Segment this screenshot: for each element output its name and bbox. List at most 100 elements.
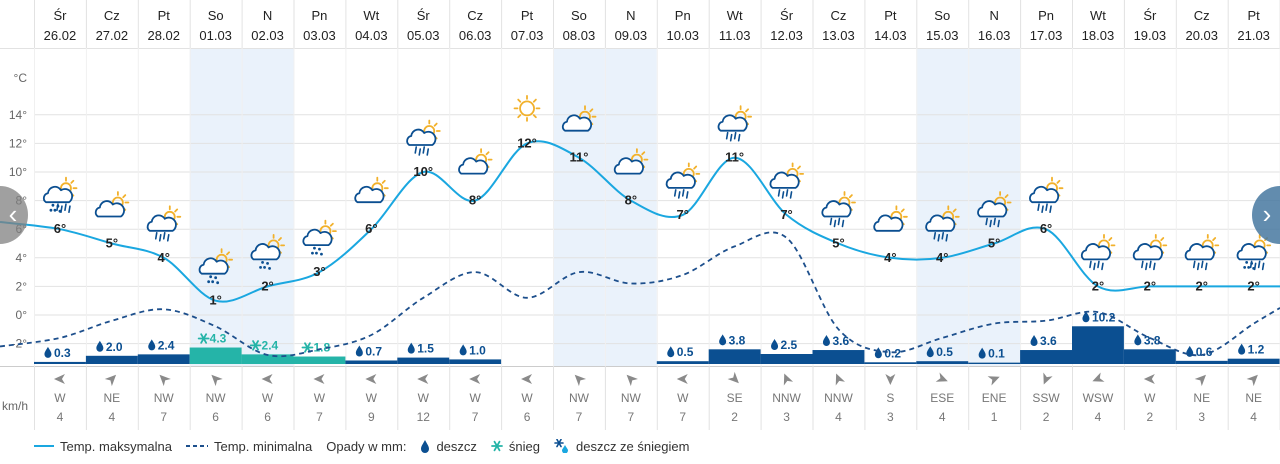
precip-bar: [968, 362, 1021, 364]
precip-value: 0.5: [936, 345, 953, 359]
day-name: Pt: [521, 8, 534, 23]
day-name: Pt: [884, 8, 897, 23]
wind-direction-arrow-icon: [313, 374, 325, 384]
weather-sun-cloud-icon: [94, 191, 130, 218]
y-tick-label: 12°: [9, 136, 27, 150]
snowflake-icon: [491, 440, 503, 452]
wind-speed-label: 9: [368, 410, 375, 424]
day-name: Pn: [311, 8, 327, 23]
weather-sun-cloud-rain-snow-icon: [42, 176, 78, 213]
max-temp-label: 2°: [1247, 278, 1259, 293]
wind-speed-label: 7: [576, 410, 583, 424]
wind-unit-label: km/h: [2, 399, 28, 413]
wind-direction-arrow-icon: [159, 374, 171, 387]
precip-value: 3.8: [1144, 333, 1161, 347]
y-tick-label: 10°: [9, 165, 27, 179]
day-date: 21.03: [1237, 28, 1270, 43]
wind-direction-label: NW: [154, 391, 175, 405]
snowflake-icon: [197, 333, 210, 344]
weather-sun-cloud-icon: [873, 205, 908, 232]
day-name: Pn: [1038, 8, 1054, 23]
day-name: Śr: [1143, 8, 1157, 23]
legend-mixed: deszcz ze śniegiem: [554, 439, 689, 454]
day-name: Śr: [780, 8, 794, 23]
day-date: 09.03: [615, 28, 648, 43]
day-date: 02.03: [251, 28, 284, 43]
raindrop-icon: [1134, 334, 1142, 346]
wind-direction-label: NE: [104, 391, 121, 405]
precip-bar: [34, 361, 86, 364]
precip-bar: [85, 355, 138, 364]
precip-value: 3.6: [832, 334, 849, 348]
precip-bar: [293, 356, 346, 364]
raindrop-icon: [667, 346, 675, 358]
day-date: 05.03: [407, 28, 440, 43]
day-name: N: [626, 8, 635, 23]
day-date: 20.03: [1185, 28, 1218, 43]
wind-speed-label: 2: [1043, 410, 1050, 424]
precip-value: 10.2: [1092, 310, 1116, 324]
weather-sun-cloud-icon: [458, 148, 493, 175]
weather-sun-icon: [513, 95, 541, 122]
precip-bar: [345, 360, 398, 364]
weekend-column-bg: [553, 48, 605, 366]
raindrop-icon: [459, 344, 467, 356]
min-temp-line: [0, 231, 1280, 358]
precip-value: 2.4: [158, 338, 175, 352]
day-name: Pt: [158, 8, 171, 23]
wind-direction-arrow-icon: [104, 374, 117, 387]
day-name: Cz: [104, 8, 120, 23]
wind-direction-label: W: [521, 391, 533, 405]
precip-bar: [397, 357, 450, 364]
day-name: Wt: [727, 8, 743, 23]
weekend-column-bg: [916, 48, 969, 366]
wind-direction-label: ENE: [982, 391, 1007, 405]
max-temp-line: [0, 140, 1280, 303]
weather-sun-cloud-rain-icon: [1029, 176, 1064, 213]
max-temp-label: 12°: [517, 135, 537, 150]
wind-direction-label: ESE: [930, 391, 954, 405]
wind-direction-arrow-icon: [885, 374, 896, 385]
day-date: 12.03: [770, 28, 803, 43]
day-date: 01.03: [199, 28, 232, 43]
day-date: 19.03: [1134, 28, 1167, 43]
wind-speed-label: 7: [472, 410, 479, 424]
weekend-column-bg: [604, 48, 657, 366]
weather-sun-cloud-rain-icon: [1132, 233, 1168, 271]
weather-sun-cloud-rain-icon: [665, 162, 701, 199]
weather-sun-cloud-rain-icon: [717, 105, 752, 142]
day-date: 14.03: [874, 28, 907, 43]
day-date: 10.03: [666, 28, 699, 43]
raindrop-icon: [771, 339, 779, 350]
max-temp-label: 4°: [884, 250, 896, 265]
wind-speed-label: 4: [835, 410, 842, 424]
legend-max-label: Temp. maksymalna: [60, 438, 172, 454]
precip-bar: [916, 361, 969, 364]
max-temp-label: 1°: [209, 293, 221, 308]
legend-max-temp: Temp. maksymalna: [34, 439, 172, 454]
max-temp-label: 10°: [413, 164, 433, 179]
legend-snow-label: śnieg: [508, 438, 540, 454]
max-temp-label: 2°: [1144, 278, 1156, 293]
precip-value: 0.5: [677, 345, 694, 359]
wind-direction-label: NW: [621, 391, 642, 405]
day-name: Cz: [467, 8, 483, 23]
weather-sun-cloud-rain-snow-icon: [1236, 233, 1272, 271]
wind-direction-arrow-icon: [935, 372, 948, 382]
day-date: 15.03: [926, 28, 959, 43]
weekend-column-bg: [241, 48, 294, 366]
legend-snow: śnieg: [491, 439, 540, 454]
wind-direction-arrow-icon: [53, 374, 65, 384]
raindrop-icon: [874, 347, 882, 359]
wind-speed-label: 3: [783, 410, 790, 424]
day-name: Pt: [1248, 8, 1261, 23]
precip-value: 0.7: [365, 344, 382, 358]
wind-direction-arrow-icon: [1092, 372, 1105, 382]
day-date: 26.02: [44, 28, 77, 43]
snowflake-icon: [249, 340, 262, 351]
wind-direction-arrow-icon: [987, 376, 1000, 386]
wind-direction-arrow-icon: [727, 371, 739, 384]
y-tick-label: 0°: [16, 308, 28, 322]
wind-direction-label: W: [262, 391, 274, 405]
day-name: Wt: [1090, 8, 1106, 23]
